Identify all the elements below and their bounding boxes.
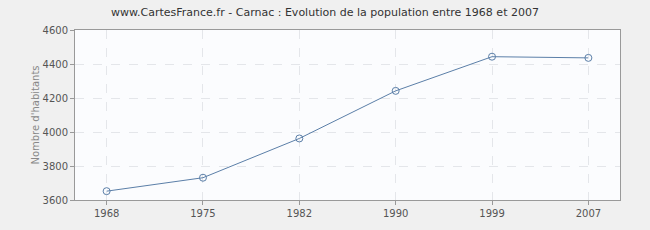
svg-text:4400: 4400 [43, 59, 68, 70]
svg-text:4000: 4000 [43, 127, 68, 138]
svg-text:3600: 3600 [43, 195, 68, 206]
svg-text:2007: 2007 [576, 208, 601, 219]
svg-text:4600: 4600 [43, 25, 68, 36]
svg-text:1968: 1968 [94, 208, 119, 219]
svg-text:1982: 1982 [287, 208, 312, 219]
svg-text:Nombre d'habitants: Nombre d'habitants [30, 65, 41, 164]
svg-text:3800: 3800 [43, 161, 68, 172]
svg-text:4200: 4200 [43, 93, 68, 104]
svg-text:1990: 1990 [383, 208, 408, 219]
svg-text:www.CartesFrance.fr - Carnac :: www.CartesFrance.fr - Carnac : Evolution… [111, 6, 539, 19]
svg-text:1999: 1999 [479, 208, 504, 219]
svg-text:1975: 1975 [190, 208, 215, 219]
